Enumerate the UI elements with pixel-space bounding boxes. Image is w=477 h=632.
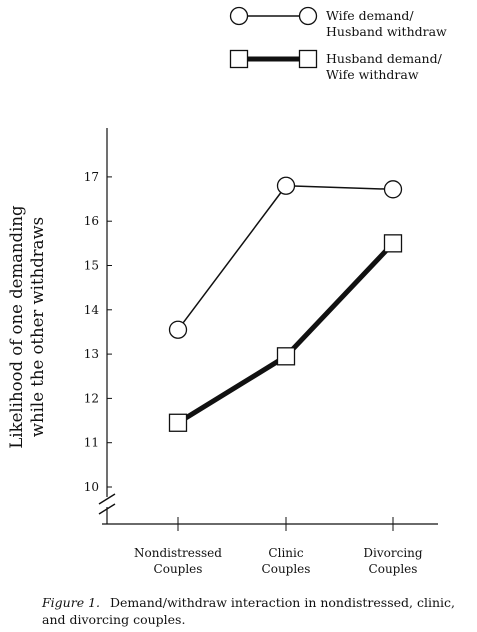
series-line [176, 241, 395, 425]
legend-item: Husband demand/Wife withdraw [229, 49, 443, 82]
data-point-circle [276, 176, 296, 195]
y-tick-label: 16 [84, 214, 99, 228]
series-husband-demand [168, 234, 403, 432]
y-tick-label: 13 [84, 347, 99, 361]
legend-label: Wife demand/ [326, 8, 414, 23]
data-point-circle [383, 180, 403, 199]
figure-caption: Figure 1. Demand/withdraw interaction in … [42, 594, 462, 628]
y-axis-label: Likelihood of one demanding while the oth… [7, 205, 47, 449]
series-layer [168, 176, 403, 432]
legend-marker-circle [229, 6, 249, 26]
x-tick-label: Clinic [268, 546, 303, 560]
y-axis-label-line: while the other withdraws [28, 217, 47, 437]
axis-break-mark-bottom [98, 503, 116, 515]
data-point-square [276, 347, 296, 366]
legend: Wife demand/Husband withdraw Husband dema… [229, 6, 447, 82]
y-axis-label-line: Likelihood of one demanding [7, 205, 26, 449]
legend-label: Husband withdraw [326, 24, 447, 39]
legend-item: Wife demand/Husband withdraw [229, 6, 447, 39]
x-tick-label: Nondistressed [134, 546, 222, 560]
x-tick-label: Couples [369, 562, 418, 576]
data-point-square [168, 413, 188, 432]
x-tick-label: Couples [154, 562, 203, 576]
legend-label: Wife withdraw [326, 67, 419, 82]
caption-label: Figure 1. [42, 595, 100, 610]
legend-marker-square [298, 49, 318, 69]
series-wife-demand [168, 176, 403, 339]
legend-label: Husband demand/ [326, 51, 443, 66]
data-point-square [383, 234, 403, 253]
y-tick-label: 17 [84, 170, 99, 184]
y-tick-label: 10 [84, 480, 99, 494]
legend-marker-circle [298, 6, 318, 26]
y-tick-label: 14 [84, 303, 100, 317]
data-point-circle [168, 320, 188, 339]
y-tick-label: 15 [84, 259, 99, 273]
series-line [177, 185, 394, 331]
x-tick-label: Couples [262, 562, 311, 576]
legend-marker-square [229, 49, 249, 69]
axes: 10 11 12 13 14 15 16 17 Nondistressed Couples Clin… [84, 128, 438, 576]
caption-text: Demand/withdraw interaction in nondistre… [42, 595, 455, 627]
axis-break-mark-top [98, 493, 116, 505]
y-tick-label: 11 [84, 436, 99, 450]
y-tick-label: 12 [84, 391, 99, 405]
x-tick-label: Divorcing [363, 546, 422, 560]
